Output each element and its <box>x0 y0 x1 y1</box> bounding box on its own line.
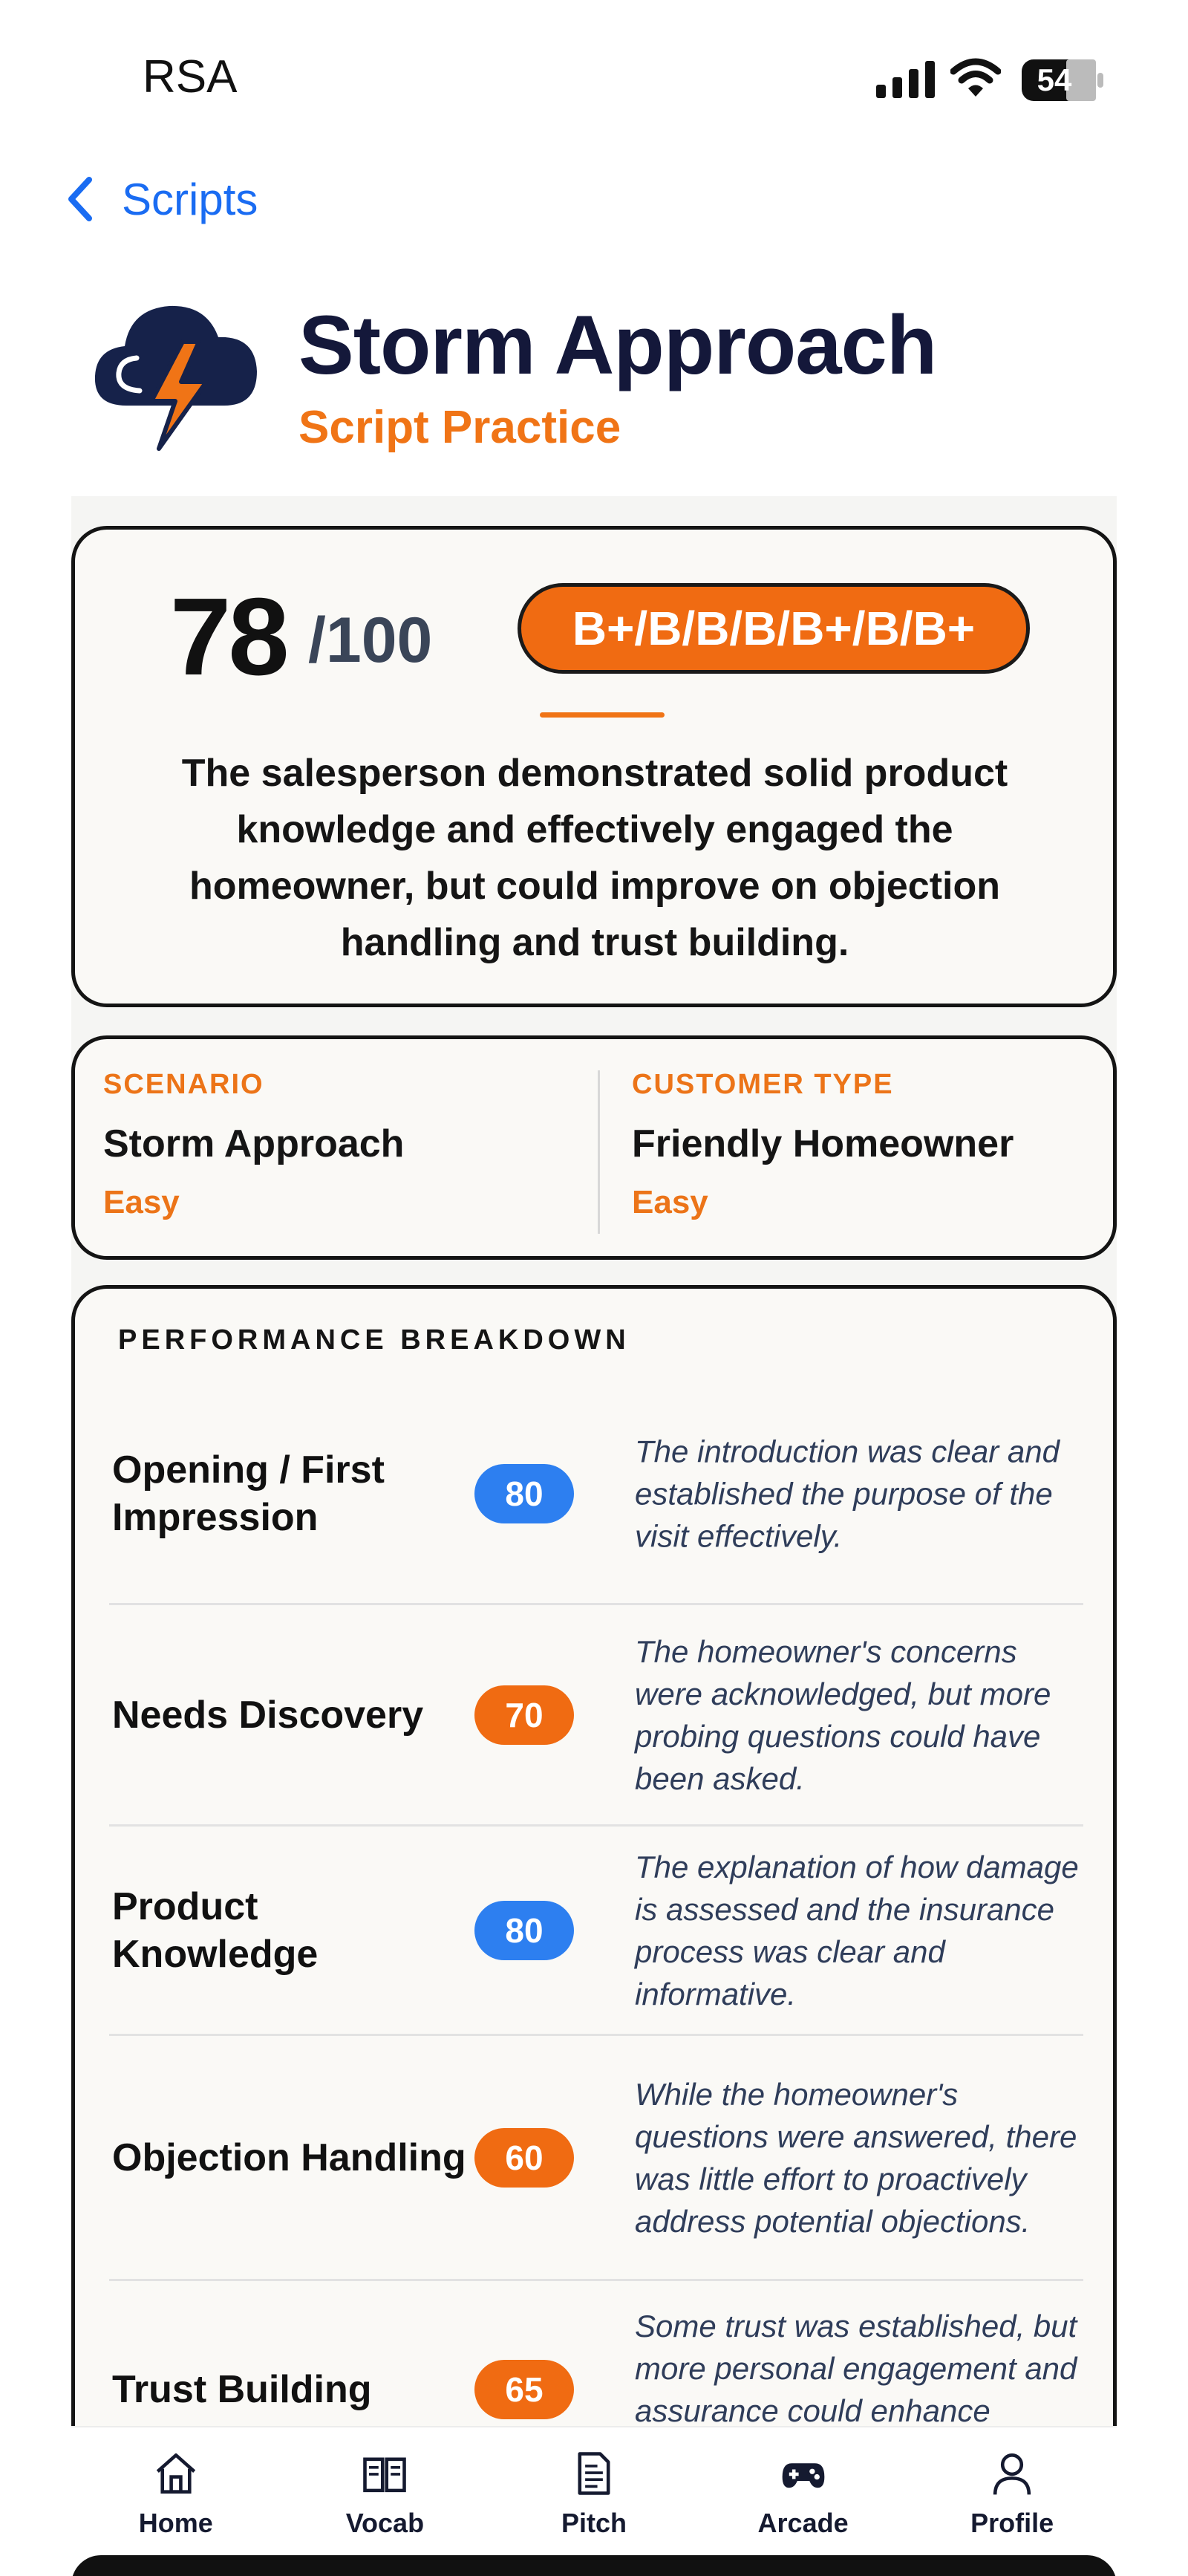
tab-vocab-label: Vocab <box>345 2508 425 2538</box>
scenario-label: SCENARIO <box>103 1069 264 1100</box>
score-summary: The salesperson demonstrated solid produ… <box>181 752 1008 964</box>
scenario-info-card: SCENARIO Storm Approach Easy CUSTOMER TY… <box>71 1035 1117 1260</box>
profile-icon <box>993 2453 1031 2495</box>
category-score-badge: 60 <box>474 2127 574 2188</box>
page-header: Storm Approach Script Practice <box>88 290 1127 468</box>
category-name: Objection Handling <box>112 2136 466 2179</box>
category-feedback: The introduction was clear and establish… <box>635 1434 1060 1553</box>
status-bar: RSA 54 <box>0 0 1188 149</box>
score-card: 78 /100 B+/B/B/B/B+/B/B+ The salesperson… <box>71 526 1117 1007</box>
home-icon <box>156 2453 196 2494</box>
tab-pitch-label: Pitch <box>561 2508 627 2538</box>
accent-divider <box>540 712 665 718</box>
gamepad-icon <box>782 2463 824 2488</box>
customer-type-column: CUSTOMER TYPE Friendly Homeowner Easy <box>632 1069 1077 1221</box>
carrier-label: RSA <box>143 51 238 103</box>
performance-breakdown-card: PERFORMANCE BREAKDOWN Opening / First Im… <box>71 1285 1117 2471</box>
performance-row: Opening / First Impression 80 The introd… <box>109 1384 1083 1605</box>
tab-home-label: Home <box>138 2508 213 2538</box>
device-bottom-edge <box>71 2555 1117 2576</box>
grade-badge: B+/B/B/B/B+/B/B+ <box>518 583 1030 674</box>
category-name: Product Knowledge <box>112 1884 319 1976</box>
signal-icon <box>876 61 935 98</box>
category-score-badge: 80 <box>474 1463 574 1523</box>
tab-arcade-label: Arcade <box>757 2508 849 2538</box>
tab-arcade[interactable]: Arcade <box>707 2427 900 2539</box>
tab-vocab[interactable]: Vocab <box>288 2427 481 2539</box>
info-divider <box>598 1070 600 1234</box>
category-name: Opening / First Impression <box>112 1448 385 1539</box>
chevron-left-icon <box>68 177 92 221</box>
category-score-badge: 65 <box>474 2360 574 2419</box>
book-icon <box>363 2457 407 2493</box>
tab-home[interactable]: Home <box>79 2427 272 2539</box>
back-button[interactable]: Scripts <box>65 168 258 230</box>
customer-type-label: CUSTOMER TYPE <box>632 1069 894 1100</box>
category-feedback: While the homeowner's questions were ans… <box>635 2076 1077 2239</box>
battery-icon <box>1022 59 1103 101</box>
back-button-label: Scripts <box>122 174 258 224</box>
score-out-of: /100 <box>308 605 433 676</box>
tab-profile[interactable]: Profile <box>916 2427 1109 2539</box>
performance-row: Trust Building 65 Some trust was establi… <box>109 2281 1083 2498</box>
scenario-column: SCENARIO Storm Approach Easy <box>103 1069 549 1221</box>
performance-row: Product Knowledge 80 The explanation of … <box>109 1827 1083 2036</box>
category-name: Trust Building <box>112 2368 372 2411</box>
performance-row: Needs Discovery 70 The homeowner's conce… <box>109 1605 1083 1827</box>
storm-cloud-icon <box>94 305 257 451</box>
scenario-difficulty: Easy <box>103 1184 180 1220</box>
score-value: 78 <box>170 576 290 698</box>
customer-type-value: Friendly Homeowner <box>632 1122 1014 1165</box>
category-name: Needs Discovery <box>112 1693 424 1737</box>
performance-heading: PERFORMANCE BREAKDOWN <box>118 1324 630 1356</box>
tab-pitch[interactable]: Pitch <box>497 2427 691 2539</box>
page-title: Storm Approach <box>298 299 937 391</box>
battery-level: 54 <box>1037 62 1072 97</box>
document-icon <box>578 2452 610 2495</box>
category-score-badge: 70 <box>474 1685 574 1745</box>
bottom-tab-bar: Home Vocab Pitch Arcade Profile <box>71 2426 1117 2576</box>
tab-profile-label: Profile <box>970 2508 1054 2538</box>
category-feedback: The homeowner's concerns were acknowledg… <box>635 1633 1051 1796</box>
performance-row: Objection Handling 60 While the homeowne… <box>109 2036 1083 2281</box>
category-score-badge: 80 <box>474 1900 574 1960</box>
page-subtitle: Script Practice <box>298 402 621 453</box>
customer-type-difficulty: Easy <box>632 1184 708 1220</box>
wifi-icon <box>950 58 1001 97</box>
scenario-value: Storm Approach <box>103 1122 405 1165</box>
category-feedback: The explanation of how damage is assesse… <box>635 1849 1079 2011</box>
